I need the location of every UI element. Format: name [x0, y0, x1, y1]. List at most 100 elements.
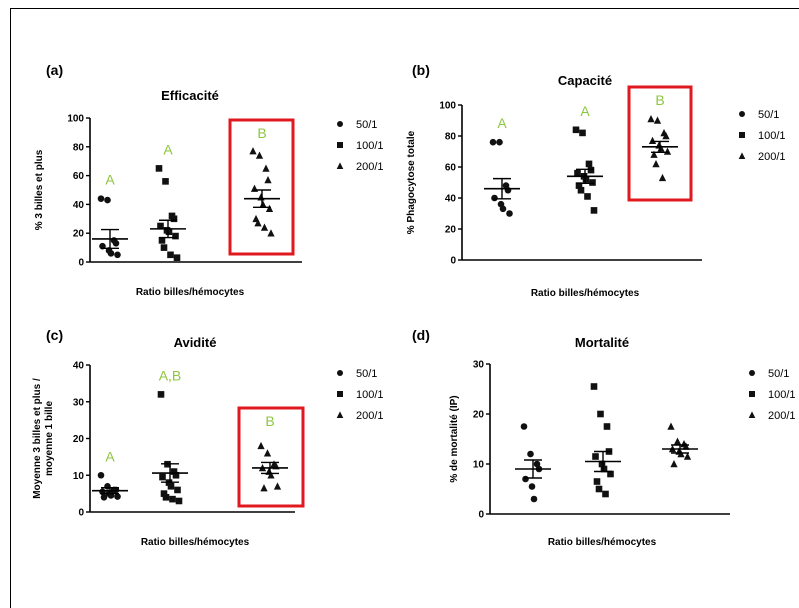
data-point-d-0-4	[522, 475, 529, 483]
data-point-a-1-8	[158, 237, 166, 244]
data-point-a-0-0	[97, 195, 105, 202]
data-point-a-2-0	[249, 147, 257, 155]
legend-marker-d-1	[749, 391, 755, 397]
data-point-a-2-7	[265, 204, 274, 213]
data-point-b-1-6	[582, 176, 590, 183]
data-point-a-0-3	[112, 239, 120, 247]
data-point-a-2-4	[250, 184, 259, 192]
legend-label-d-2: 200/1	[768, 410, 796, 422]
legend-marker-c-2	[336, 411, 344, 418]
figure-canvas: (a) Efficacité Ratio billes/hémocytes % 3 b…	[32, 62, 796, 548]
data-point-b-2-10	[658, 173, 667, 182]
data-point-a-0-1	[104, 196, 111, 204]
data-point-a-1-3	[170, 215, 178, 223]
highlight-box-c	[237, 406, 305, 508]
group-letter-a-0: A	[105, 172, 115, 188]
data-point-b-2-7	[663, 147, 672, 155]
data-point-a-1-11	[173, 254, 181, 261]
x-axis-label-a: Ratio billes/hémocytes	[136, 287, 245, 298]
y-tick-label-c-20: 20	[73, 434, 85, 445]
data-point-d-0-1	[527, 450, 534, 458]
y-tick-label-b-100: 100	[439, 101, 456, 112]
group-letter-a-1: A	[163, 141, 173, 157]
data-point-b-1-3	[587, 166, 595, 174]
y-tick-label-b-20: 20	[445, 225, 457, 236]
y-axis-label-c-line2: moyenne 1 bille	[44, 401, 55, 476]
x-axis-label-d: Ratio billes/hémocytes	[548, 537, 657, 548]
data-point-c-1-11	[175, 497, 183, 505]
x-axis-label-c: Ratio billes/hémocytes	[141, 537, 250, 548]
panel-label-a: (a)	[46, 62, 63, 78]
y-axis-label-b: % Phagocytose totale	[406, 130, 417, 234]
figure-frame	[10, 8, 799, 608]
data-point-d-1-0	[590, 383, 598, 390]
data-point-d-2-3	[682, 442, 690, 450]
data-point-b-0-7	[506, 210, 513, 217]
y-tick-label-b-40: 40	[445, 194, 457, 205]
data-point-b-2-9	[652, 159, 660, 168]
group-letter-c-2: B	[265, 413, 274, 429]
data-point-a-0-6	[107, 250, 115, 257]
y-tick-label-c-30: 30	[73, 397, 85, 408]
data-point-d-1-5	[598, 460, 606, 468]
data-point-b-1-7	[589, 179, 596, 186]
legend-marker-a-0	[337, 121, 343, 127]
data-point-a-1-4	[157, 222, 164, 230]
y-tick-label-a-100: 100	[67, 114, 84, 125]
data-point-a-2-3	[264, 175, 272, 184]
y-tick-label-a-20: 20	[73, 229, 85, 240]
data-point-c-2-6	[267, 471, 275, 479]
legend-marker-d-2	[748, 411, 756, 418]
data-point-b-2-6	[657, 144, 665, 152]
legend-marker-a-1	[337, 142, 343, 148]
y-axis-label-d: % de mortalité (IP)	[449, 395, 460, 482]
data-point-d-2-7	[683, 452, 692, 460]
x-axis-label-b: Ratio billes/hémocytes	[531, 288, 640, 299]
legend-marker-b-0	[739, 111, 745, 117]
y-tick-label-d-0: 0	[478, 510, 484, 521]
highlight-box-b	[627, 85, 693, 202]
group-letter-b-2: B	[655, 92, 664, 108]
legend-marker-b-2	[738, 152, 746, 159]
data-point-b-1-9	[577, 186, 585, 194]
data-point-d-0-5	[528, 483, 536, 490]
y-tick-label-b-60: 60	[445, 163, 457, 174]
data-point-c-2-7	[273, 482, 282, 490]
group-letter-c-0: A	[105, 448, 115, 464]
data-point-a-1-7	[172, 232, 179, 240]
data-point-d-1-9	[595, 485, 603, 493]
legend-label-c-0: 50/1	[356, 368, 377, 380]
data-point-d-1-1	[597, 410, 604, 418]
data-point-a-2-10	[260, 223, 269, 231]
legend-label-d-1: 100/1	[768, 389, 796, 401]
data-point-c-0-7	[114, 493, 121, 500]
legend-marker-d-0	[749, 370, 755, 376]
data-point-b-2-4	[648, 136, 657, 144]
y-tick-label-a-80: 80	[73, 142, 85, 153]
data-point-b-0-1	[496, 138, 503, 146]
chart-title-c: Avidité	[174, 335, 217, 350]
y-tick-label-b-80: 80	[445, 132, 457, 143]
data-point-b-1-2	[585, 160, 593, 168]
data-point-c-1-9	[162, 494, 170, 501]
data-point-b-1-0	[572, 126, 580, 134]
y-tick-label-a-40: 40	[73, 200, 85, 211]
data-point-c-1-4	[159, 473, 166, 481]
data-point-d-2-1	[673, 437, 682, 445]
chart-title-d: Mortalité	[575, 335, 629, 350]
legend-label-a-2: 200/1	[356, 161, 384, 173]
y-tick-label-a-0: 0	[78, 258, 84, 269]
legend-marker-b-1	[739, 132, 745, 138]
legend-label-b-1: 100/1	[758, 130, 786, 142]
data-point-a-2-9	[254, 219, 262, 227]
data-point-d-0-6	[530, 495, 538, 503]
data-point-c-1-7	[174, 486, 181, 494]
data-point-d-1-6	[600, 465, 608, 473]
legend-label-c-1: 100/1	[356, 389, 384, 401]
y-axis-label-c-line1: Moyenne 3 billes et plus /	[32, 378, 43, 499]
group-letter-c-1: A,B	[159, 367, 182, 383]
y-axis-label-a: % 3 billes et plus	[34, 149, 45, 230]
data-point-c-2-0	[257, 441, 265, 450]
data-point-c-1-2	[170, 468, 178, 475]
legend-label-c-2: 200/1	[356, 410, 384, 422]
